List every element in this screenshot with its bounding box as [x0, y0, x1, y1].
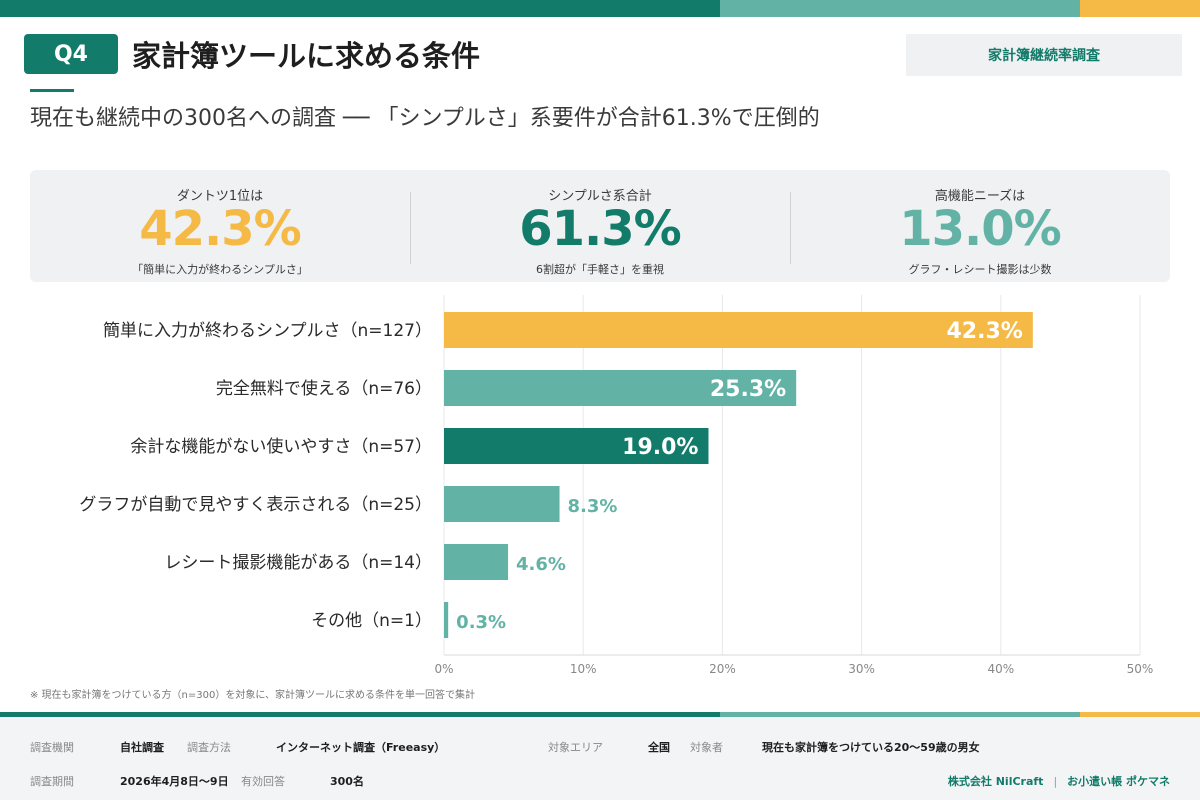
kpi-panel: ダントツ1位は 42.3% 「簡単に入力が終わるシンプルさ」 シンプルさ系合計 … — [30, 170, 1170, 282]
category-label: 余計な機能がない使いやすさ（n=57） — [130, 436, 432, 457]
bottom-bar-segment-dark — [0, 712, 720, 717]
kpi-label: ダントツ1位は — [176, 189, 264, 204]
page-subtitle: 現在も継続中の300名への調査 ── 「シンプルさ」系要件が合計61.3%で圧倒… — [30, 106, 820, 131]
meta-method-value: インターネット調査（Freeasy） — [276, 741, 446, 754]
meta-area-value: 全国 — [648, 741, 670, 754]
brand-product: お小遣い帳 ポケマネ — [1067, 775, 1170, 788]
value-label: 42.3% — [946, 319, 1022, 344]
category-label: 簡単に入力が終わるシンプルさ（n=127） — [103, 321, 432, 341]
meta-responses-value: 300名 — [330, 775, 364, 788]
bar — [444, 428, 709, 464]
x-tick-label: 40% — [987, 662, 1014, 676]
category-label: 完全無料で使える（n=76） — [216, 378, 432, 399]
category-label: レシート撮影機能がある（n=14） — [164, 553, 432, 573]
meta-period-value: 2026年4月8日〜9日 — [120, 775, 229, 788]
meta-method-key: 調査方法 — [187, 741, 231, 754]
x-tick-label: 30% — [848, 662, 875, 676]
category-label: その他（n=1） — [311, 611, 432, 631]
kpi-label: シンプルさ系合計 — [548, 189, 652, 204]
bottom-bar-segment-teal — [720, 712, 1080, 717]
meta-period-key: 調査期間 — [30, 775, 74, 788]
footnote: ※ 現在も家計簿をつけている方（n=300）を対象に、家計簿ツールに求める条件を… — [30, 690, 476, 701]
bar — [444, 486, 560, 522]
meta-responses-key: 有効回答 — [241, 775, 285, 788]
kpi-note: 6割超が「手軽さ」を重視 — [536, 263, 664, 276]
bar — [444, 544, 509, 580]
top-bar-segment-gold — [1080, 0, 1200, 17]
top-color-bar — [0, 0, 1200, 17]
value-label: 19.0% — [622, 435, 698, 460]
brand-separator: | — [1053, 775, 1058, 788]
meta-area-key: 対象エリア — [548, 741, 603, 754]
kpi-note: グラフ・レシート撮影は少数 — [908, 263, 1052, 276]
question-badge: Q4 — [24, 34, 118, 74]
category-label: グラフが自動で見やすく表示される（n=25） — [79, 495, 432, 515]
meta-target-key: 対象者 — [690, 741, 723, 754]
value-label: 4.6% — [516, 554, 566, 575]
bottom-color-bar — [0, 712, 1200, 717]
bar-chart-svg: 0% 10% 20% 30% 40% 50% 簡単に入力が終わるシンプルさ（n=127） 42… — [79, 295, 1154, 676]
meta-org-value: 自社調査 — [120, 741, 164, 754]
value-label: 25.3% — [710, 377, 786, 402]
top-bar-segment-dark — [0, 0, 720, 17]
bottom-bar-segment-gold — [1080, 712, 1200, 717]
kpi-value: 13.0% — [899, 201, 1062, 257]
x-tick-label: 10% — [570, 662, 597, 676]
kpi-card-advanced: 高機能ニーズは 13.0% グラフ・レシート撮影は少数 — [790, 170, 1170, 282]
value-label: 8.3% — [568, 496, 618, 517]
meta-org-key: 調査機関 — [30, 741, 74, 754]
value-label: 0.3% — [456, 612, 506, 633]
kpi-value: 42.3% — [139, 201, 302, 257]
brand-company: 株式会社 NilCraft — [947, 775, 1044, 788]
bar — [444, 312, 1033, 348]
kpi-card-top: ダントツ1位は 42.3% 「簡単に入力が終わるシンプルさ」 — [30, 170, 410, 282]
page-title: 家計簿ツールに求める条件 — [132, 39, 481, 73]
kpi-label: 高機能ニーズは — [934, 189, 1026, 204]
x-tick-label: 20% — [709, 662, 736, 676]
kpi-card-simple-total: シンプルさ系合計 61.3% 6割超が「手軽さ」を重視 — [410, 170, 790, 282]
bar — [444, 602, 449, 638]
x-tick-label: 0% — [434, 662, 453, 676]
bar-chart: 0% 10% 20% 30% 40% 50% 簡単に入力が終わるシンプルさ（n=127） 42… — [0, 295, 1200, 685]
top-bar-segment-teal — [720, 0, 1080, 17]
bar — [444, 370, 797, 406]
meta-target-value: 現在も家計簿をつけている20〜59歳の男女 — [762, 741, 980, 754]
x-tick-label: 50% — [1127, 662, 1154, 676]
survey-meta-area — [0, 717, 1200, 800]
kpi-note: 「簡単に入力が終わるシンプルさ」 — [132, 263, 308, 276]
brand-credit: 株式会社 NilCraft | お小遣い帳 ポケマネ — [948, 773, 1170, 789]
survey-tag: 家計簿継続率調査 — [906, 34, 1182, 76]
kpi-value: 61.3% — [519, 201, 682, 257]
title-accent-line — [30, 89, 74, 92]
